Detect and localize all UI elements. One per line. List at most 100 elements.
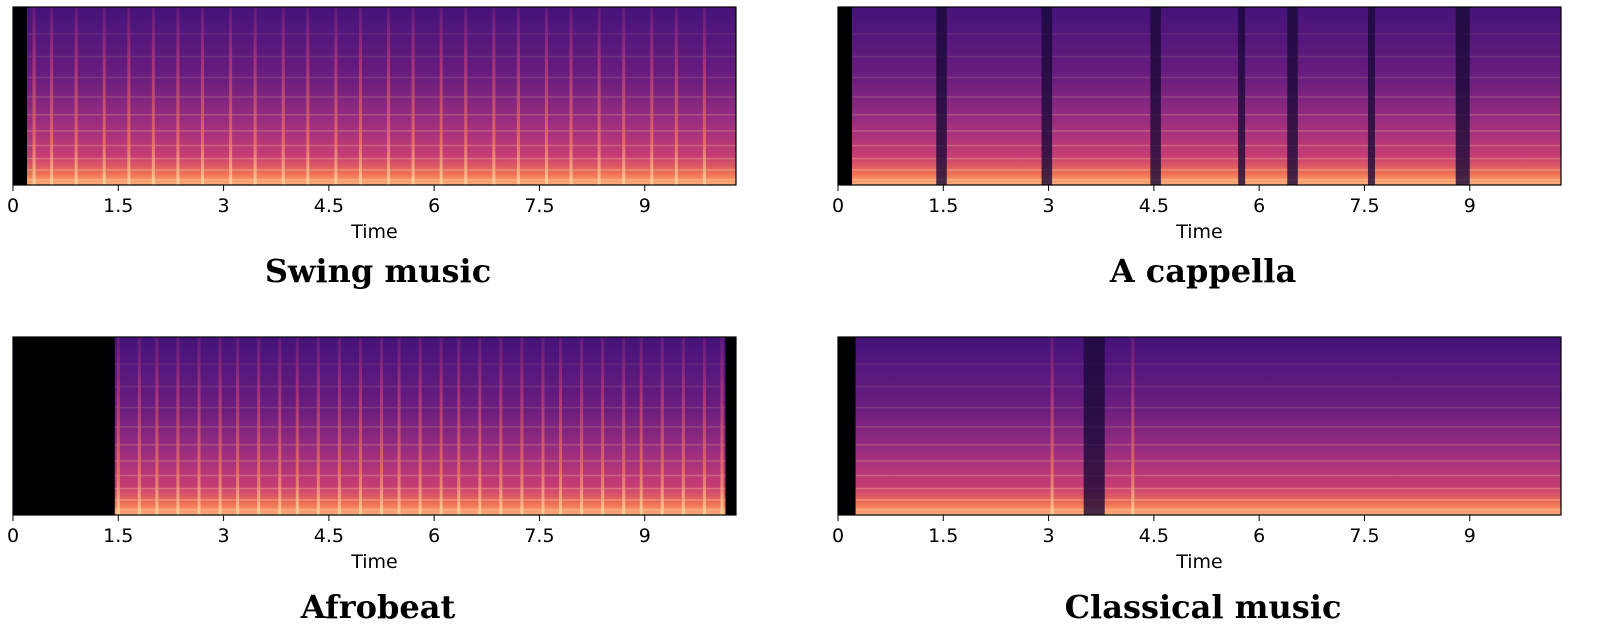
harmonic-band [27,76,737,79]
harmonic-band [852,169,1561,171]
x-tick-label: 4.5 [1139,525,1169,547]
onset-line [580,337,584,515]
chart-title: Classical music [1064,588,1342,626]
x-tick-label: 0 [7,195,19,217]
onset-line [702,7,706,185]
harmonic-band [852,144,1561,147]
x-axis-label: Time [1175,551,1223,573]
panel-afrobeat: 0 1.5 3 4.5 6 7.5 9 Time Afrobeat [7,330,770,630]
x-tick-label: 3 [1043,195,1055,217]
onset-line [622,7,626,185]
onset-line [74,7,78,185]
harmonic-band [27,96,737,98]
onset-line [278,337,282,515]
onset-line [358,337,362,515]
harmonic-band [27,144,737,147]
onset-line [569,7,573,185]
quiet-gap [1150,7,1161,185]
onset-line [650,7,654,185]
onset-line [116,337,120,515]
onset-line [597,7,601,185]
onset-line [541,337,545,515]
x-tick-label: 7.5 [524,525,554,547]
harmonic-band [855,426,1561,428]
panel-classical-music: 0 1.5 3 4.5 6 7.5 9 Time Classical music [832,330,1595,630]
harmonic-band [27,130,737,132]
harmonic-band [855,509,1561,511]
onset-line [639,337,643,515]
harmonic-band [855,460,1561,462]
onset-line [439,7,443,185]
x-tick-label: 4.5 [314,525,344,547]
harmonic-band [855,385,1561,388]
onset-line [316,337,320,515]
panel-swing-music: 0 1.5 3 4.5 6 7.5 9 Time Swing music [7,0,770,300]
x-axis-label: Time [1175,221,1223,243]
onset-line [197,337,201,515]
onset-line [457,337,461,515]
harmonic-band [852,33,1561,35]
x-tick-label: 6 [1253,195,1265,217]
onset-line [622,337,626,515]
harmonic-band [852,76,1561,79]
onset-line [397,337,401,515]
onset-line [601,337,605,515]
spectrogram-region [852,7,1561,185]
harmonic-band [852,130,1561,132]
onset-line [418,337,422,515]
harmonic-band [27,179,737,181]
onset-line [492,7,496,185]
harmonic-band [27,169,737,171]
quiet-gap [1238,7,1246,185]
onset-line [155,337,159,515]
onset-line [674,7,678,185]
spectrogram-chart: 0 1.5 3 4.5 6 7.5 9 Time [7,6,737,243]
panel-a-cappella: 0 1.5 3 4.5 6 7.5 9 Time A cappella [832,0,1595,300]
quiet-gap [1083,337,1105,515]
onset-line [281,7,285,185]
harmonic-band [852,114,1561,116]
x-tick-label: 9 [639,195,651,217]
chart-title: A cappella [1109,252,1297,290]
harmonic-band [855,444,1561,446]
x-tick-label: 6 [1253,525,1265,547]
harmonic-band [852,55,1561,58]
harmonic-band [855,406,1561,409]
harmonic-band [855,363,1561,365]
chart-title: Afrobeat [300,588,456,626]
x-tick-label: 1.5 [928,195,958,217]
onset-line [229,7,233,185]
harmonic-band [855,499,1561,501]
harmonic-band [852,157,1561,160]
harmonic-band [27,157,737,160]
x-tick-label: 1.5 [103,195,133,217]
spectrogram-chart: 0 1.5 3 4.5 6 7.5 9 Time [832,336,1562,573]
onset-line [176,7,180,185]
onset-line [1050,337,1054,515]
x-tick-label: 3 [218,195,230,217]
x-axis-label: Time [350,551,398,573]
onset-line [337,337,341,515]
onset-line [32,7,36,185]
onset-line [334,7,338,185]
onset-line [520,337,524,515]
x-tick-label: 9 [1464,525,1476,547]
onset-line [358,7,362,185]
onset-line [478,337,482,515]
plot-frame [837,336,1562,516]
onset-line [127,7,131,185]
quiet-gap [1287,7,1298,185]
onset-line [681,337,685,515]
x-tick-label: 1.5 [928,525,958,547]
onset-line [218,337,222,515]
x-tick-label: 0 [832,525,844,547]
harmonic-band [852,179,1561,181]
onset-line [151,7,155,185]
quiet-gap [1041,7,1053,185]
onset-line [439,337,443,515]
onset-line [295,337,299,515]
harmonic-band [27,33,737,35]
onset-line [720,337,724,515]
harmonic-band [855,474,1561,477]
onset-line [253,7,257,185]
